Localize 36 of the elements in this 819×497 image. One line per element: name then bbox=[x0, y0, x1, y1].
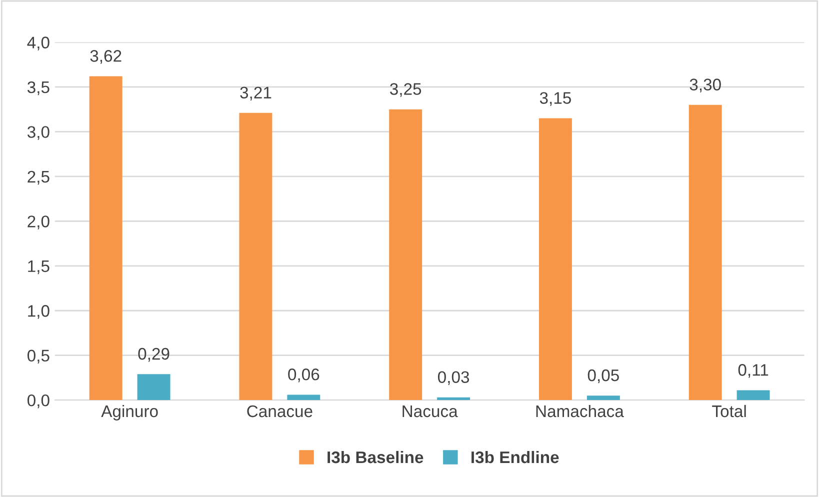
y-tick-label: 0,5 bbox=[27, 350, 50, 364]
legend-label: I3b Endline bbox=[472, 450, 559, 464]
bar bbox=[137, 374, 170, 400]
x-tick-label: Canacue bbox=[247, 405, 312, 418]
bar bbox=[736, 390, 770, 400]
data-label: 3,30 bbox=[690, 78, 721, 92]
y-tick-label: 3,5 bbox=[27, 81, 50, 96]
data-label: 0,06 bbox=[288, 368, 320, 382]
y-tick-label: 0,0 bbox=[27, 394, 50, 408]
data-label: 3,25 bbox=[390, 83, 422, 97]
bar bbox=[688, 104, 722, 400]
bar bbox=[437, 397, 470, 400]
y-tick-label: 2,5 bbox=[28, 170, 50, 185]
bar bbox=[586, 396, 620, 400]
bar bbox=[239, 112, 272, 400]
bar bbox=[89, 76, 122, 400]
bar bbox=[287, 394, 320, 400]
y-tick-label: 1,5 bbox=[28, 260, 50, 274]
legend-label: I3b Baseline bbox=[328, 450, 424, 464]
data-label: 0,05 bbox=[588, 369, 619, 384]
x-tick-label: Namachaca bbox=[536, 404, 624, 418]
data-label: 3,15 bbox=[540, 92, 571, 106]
x-tick-label: Total bbox=[712, 404, 746, 418]
y-tick-label: 1,0 bbox=[28, 305, 50, 319]
bar bbox=[538, 118, 572, 400]
data-label: 0,03 bbox=[438, 371, 470, 385]
data-label: 3,21 bbox=[240, 86, 272, 100]
data-label: 0,11 bbox=[738, 364, 768, 378]
x-tick-label: Nacuca bbox=[402, 406, 458, 418]
data-label: 0,29 bbox=[138, 348, 170, 362]
y-tick-label: 2,0 bbox=[28, 216, 50, 230]
data-label: 3,62 bbox=[90, 50, 122, 64]
bar bbox=[389, 109, 422, 400]
y-tick-label: 3,0 bbox=[27, 126, 50, 140]
x-tick-label: Aginuro bbox=[101, 404, 158, 420]
y-tick-label: 4,0 bbox=[27, 36, 50, 50]
